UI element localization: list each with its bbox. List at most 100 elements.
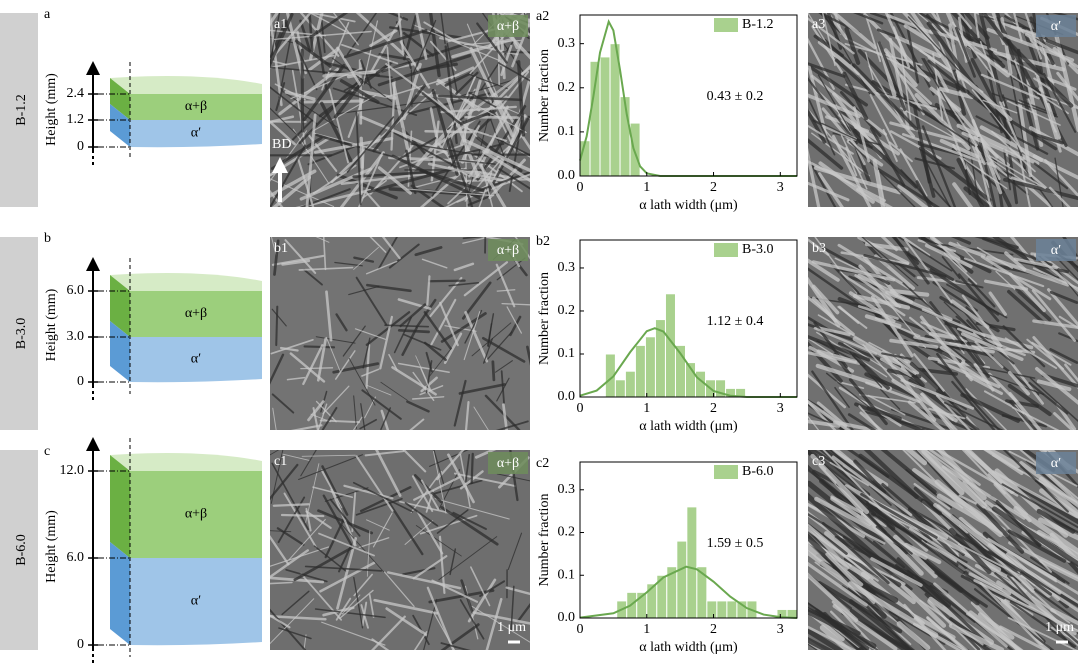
texture xyxy=(813,34,844,58)
texture xyxy=(391,154,481,200)
texture xyxy=(358,537,390,549)
texture xyxy=(299,19,312,52)
texture xyxy=(343,28,428,59)
texture xyxy=(815,363,893,391)
texture xyxy=(976,502,1025,554)
texture xyxy=(886,13,934,35)
texture xyxy=(270,66,328,74)
texture xyxy=(991,130,1036,173)
texture xyxy=(991,506,1078,568)
texture xyxy=(814,561,899,624)
annotation: 1.59 ± 0.5 xyxy=(707,536,764,551)
texture xyxy=(281,590,310,616)
texture xyxy=(1020,571,1053,596)
texture xyxy=(974,237,1019,250)
texture xyxy=(431,579,479,603)
texture xyxy=(411,475,434,513)
texture xyxy=(1046,102,1062,140)
texture xyxy=(1033,588,1078,622)
texture xyxy=(322,70,377,78)
direction-label: BD xyxy=(272,137,291,152)
level-label: 3.0 xyxy=(67,329,85,344)
texture xyxy=(462,237,482,240)
texture xyxy=(318,532,375,557)
texture xyxy=(831,13,877,50)
texture xyxy=(950,13,1006,69)
texture xyxy=(848,140,916,207)
texture xyxy=(352,171,429,178)
histogram-bar xyxy=(624,370,636,398)
texture xyxy=(436,509,469,534)
texture xyxy=(1045,39,1078,55)
texture xyxy=(869,93,898,148)
texture xyxy=(913,335,995,354)
x-tick-label: 3 xyxy=(777,622,784,637)
texture xyxy=(989,112,1012,142)
texture xyxy=(856,187,894,207)
texture xyxy=(889,338,939,349)
texture xyxy=(831,455,913,517)
texture xyxy=(982,15,1035,31)
texture xyxy=(980,73,1040,100)
texture xyxy=(464,401,470,430)
texture xyxy=(321,406,338,430)
texture xyxy=(388,353,398,371)
annotation: 0.43 ± 0.2 xyxy=(707,89,764,104)
texture xyxy=(270,338,314,355)
texture xyxy=(957,273,1000,323)
texture xyxy=(963,157,1008,190)
panel-label: b3 xyxy=(812,241,826,256)
texture xyxy=(808,93,861,119)
texture xyxy=(839,107,863,145)
texture xyxy=(808,238,830,256)
texture xyxy=(1038,517,1078,541)
texture xyxy=(476,159,507,207)
texture xyxy=(526,345,530,366)
texture xyxy=(299,188,351,207)
texture xyxy=(905,450,928,466)
texture xyxy=(485,597,503,650)
texture xyxy=(961,294,1003,348)
texture xyxy=(338,544,353,573)
texture xyxy=(899,74,933,105)
height-label: Height (mm) xyxy=(44,288,59,361)
texture xyxy=(960,392,1021,423)
texture xyxy=(825,552,876,605)
texture xyxy=(899,107,965,144)
texture xyxy=(1041,255,1078,285)
texture xyxy=(439,301,459,347)
texture xyxy=(844,83,938,110)
texture xyxy=(438,536,498,581)
texture xyxy=(335,313,348,332)
texture xyxy=(369,144,414,195)
texture xyxy=(861,237,919,287)
texture xyxy=(891,574,947,628)
texture xyxy=(472,171,530,194)
texture xyxy=(863,13,931,82)
texture xyxy=(440,13,446,45)
texture xyxy=(1040,467,1078,505)
texture xyxy=(298,454,364,481)
phase-badge-label: α′ xyxy=(1051,243,1061,258)
texture xyxy=(808,147,821,207)
texture xyxy=(944,321,974,334)
texture xyxy=(950,237,972,245)
texture xyxy=(271,308,287,327)
texture xyxy=(808,258,840,282)
texture xyxy=(832,604,898,650)
texture xyxy=(996,580,1077,636)
texture xyxy=(470,452,474,485)
texture xyxy=(1007,289,1045,325)
texture xyxy=(895,35,942,59)
texture xyxy=(399,500,452,515)
texture xyxy=(893,237,930,285)
texture xyxy=(819,624,853,650)
y-tick-label: 0.0 xyxy=(558,168,576,183)
texture xyxy=(889,130,942,160)
texture xyxy=(482,338,493,364)
micrograph xyxy=(808,13,1078,207)
texture xyxy=(999,625,1049,650)
texture xyxy=(919,315,973,382)
texture xyxy=(405,188,495,197)
